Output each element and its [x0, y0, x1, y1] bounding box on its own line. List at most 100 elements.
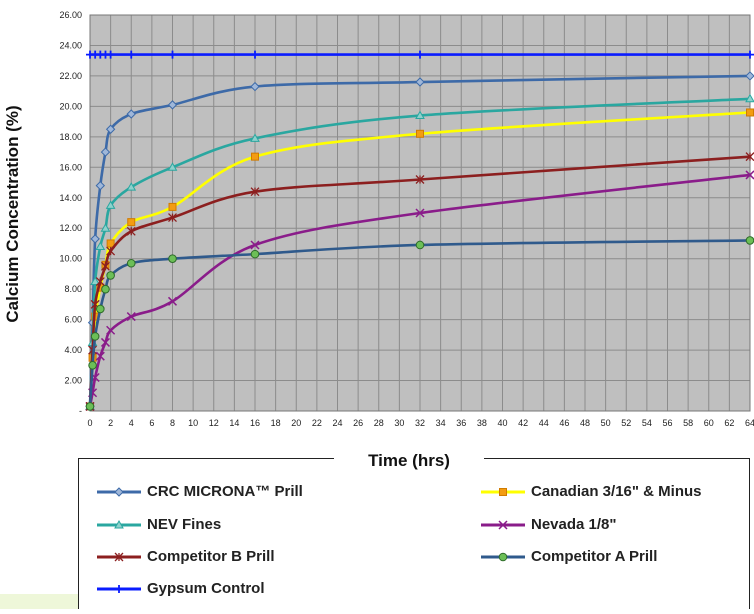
data-point	[106, 246, 116, 256]
x-tick-label: 44	[539, 418, 549, 428]
background-tint	[0, 594, 78, 609]
x-axis-label: Time (hrs)	[334, 450, 484, 472]
legend-marker	[498, 552, 508, 562]
legend-marker	[114, 519, 124, 529]
data-point	[90, 332, 100, 341]
data-point	[126, 109, 136, 119]
x-tick-label: 48	[580, 418, 590, 428]
legend-marker	[114, 552, 124, 562]
data-point	[745, 152, 754, 162]
data-point	[90, 276, 101, 286]
x-tick-label: 34	[436, 418, 446, 428]
data-point	[126, 182, 137, 191]
x-tick-label: 10	[188, 418, 198, 428]
y-tick-label: 4.00	[64, 345, 82, 355]
data-point	[106, 239, 115, 248]
x-tick-label: 8	[170, 418, 175, 428]
data-point	[167, 162, 178, 171]
y-axis-label: Calcium Concentration (%)	[3, 105, 22, 323]
x-tick-label: 24	[332, 418, 342, 428]
y-tick-label: 10.00	[59, 254, 82, 264]
y-tick-label: 24.00	[59, 40, 82, 50]
data-point	[415, 77, 425, 87]
y-tick-label: 2.00	[64, 376, 82, 386]
y-tick-label: 8.00	[64, 284, 82, 294]
data-point	[105, 124, 116, 134]
data-point	[126, 258, 136, 268]
data-point	[746, 108, 754, 117]
data-point	[250, 187, 260, 197]
data-point	[415, 208, 425, 218]
series-crc-microna-prill	[85, 71, 754, 412]
data-point	[416, 50, 424, 59]
data-point	[415, 110, 425, 120]
data-point	[95, 241, 106, 251]
y-tick-label: 14.00	[59, 193, 82, 203]
plot-frame	[89, 14, 751, 412]
data-point	[167, 100, 178, 110]
legend-marker	[498, 520, 508, 530]
data-point	[168, 213, 177, 223]
x-tick-label: 64	[745, 418, 754, 428]
data-point	[167, 296, 178, 306]
data-point	[746, 50, 754, 59]
x-tick-label: 60	[704, 418, 714, 428]
data-point	[105, 200, 116, 209]
x-tick-label: 36	[456, 418, 466, 428]
x-tick-label: 12	[209, 418, 219, 428]
data-point	[126, 312, 136, 322]
x-tick-label: 2	[108, 418, 113, 428]
data-point	[745, 236, 754, 245]
y-tick-label: 26.00	[59, 10, 82, 20]
x-tick-label: 32	[415, 418, 425, 428]
y-tick-label: 16.00	[59, 162, 82, 172]
y-tick-label: 12.00	[59, 223, 82, 233]
data-point	[745, 93, 754, 103]
data-point	[100, 147, 111, 157]
data-point	[416, 129, 424, 138]
legend-swatch	[481, 552, 525, 562]
y-tick-label: 22.00	[59, 71, 82, 81]
legend-marker	[114, 487, 124, 497]
x-tick-label: 58	[683, 418, 693, 428]
data-point	[100, 337, 110, 347]
legend-label: Competitor A Prill	[531, 548, 658, 565]
x-tick-label: 14	[229, 418, 239, 428]
x-tick-label: 42	[518, 418, 528, 428]
legend-label: CRC MICRONA™ Prill	[147, 483, 303, 500]
data-point	[250, 133, 260, 142]
data-point	[168, 50, 177, 59]
x-tick-label: 50	[601, 418, 611, 428]
legend-label: Competitor B Prill	[147, 548, 275, 565]
y-tick-label: 20.00	[59, 101, 82, 111]
data-point	[95, 277, 105, 286]
chart-legend: CRC MICRONA™ Prill Canadian 3/16" & Minus…	[78, 458, 750, 609]
data-point	[745, 71, 754, 81]
legend-swatch	[481, 488, 525, 496]
data-point	[745, 170, 754, 180]
data-point	[168, 202, 177, 211]
x-tick-label: 46	[559, 418, 569, 428]
data-point	[415, 240, 425, 250]
legend-swatch	[97, 519, 141, 529]
legend-label: Canadian 3/16" & Minus	[531, 483, 702, 500]
data-point	[88, 361, 97, 370]
x-tick-label: 54	[642, 418, 652, 428]
data-point	[85, 402, 95, 411]
x-tick-label: 56	[662, 418, 672, 428]
x-tick-label: 38	[477, 418, 487, 428]
legend-label: Gypsum Control	[147, 580, 265, 597]
legend-swatch	[97, 585, 141, 593]
data-point	[127, 50, 136, 59]
data-point	[250, 240, 260, 250]
y-tick-label: -	[79, 406, 82, 416]
data-point	[95, 351, 105, 361]
data-point	[127, 218, 136, 227]
x-tick-label: 62	[724, 418, 734, 428]
data-point	[251, 152, 259, 161]
data-point	[415, 175, 425, 184]
data-point	[250, 249, 260, 259]
x-tick-label: 40	[497, 418, 507, 428]
